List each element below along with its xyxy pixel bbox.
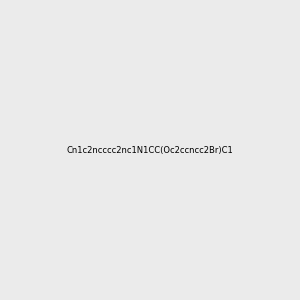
Text: Cn1c2ncccc2nc1N1CC(Oc2ccncc2Br)C1: Cn1c2ncccc2nc1N1CC(Oc2ccncc2Br)C1 bbox=[67, 146, 233, 154]
